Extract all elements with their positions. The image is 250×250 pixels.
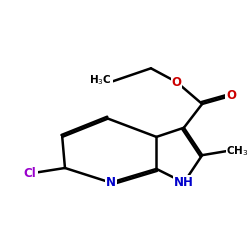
Text: H$_3$C: H$_3$C: [89, 73, 112, 87]
Text: N: N: [106, 176, 116, 189]
Text: O: O: [226, 89, 236, 102]
Text: NH: NH: [174, 176, 194, 189]
Text: Cl: Cl: [24, 167, 36, 180]
Text: O: O: [172, 76, 181, 88]
Text: CH$_3$: CH$_3$: [226, 144, 249, 158]
